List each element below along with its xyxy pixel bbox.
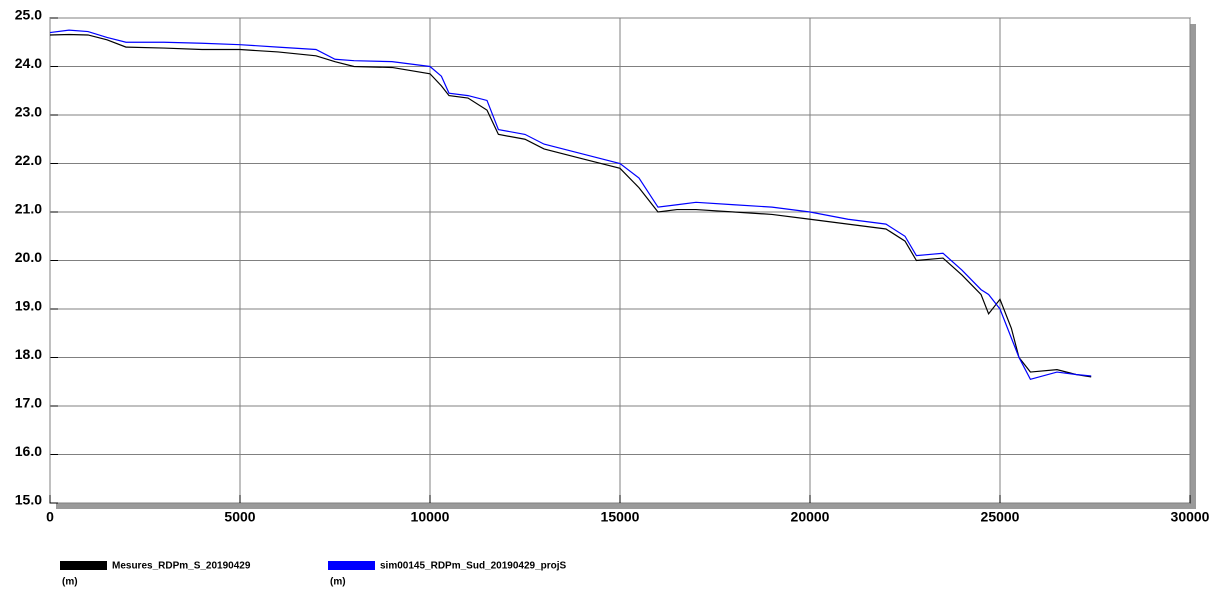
y-tick-label: 18.0 — [15, 346, 42, 362]
series-line — [49, 33, 1092, 378]
y-tick-label: 20.0 — [15, 249, 42, 265]
legend-swatch — [328, 561, 375, 570]
x-tick-label: 10000 — [411, 509, 450, 525]
y-tick-label: 22.0 — [15, 152, 42, 168]
x-tick-label: 25000 — [981, 509, 1020, 525]
y-tick-label: 15.0 — [15, 492, 42, 508]
y-tick-label: 23.0 — [15, 104, 42, 120]
x-tick-label: 15000 — [601, 509, 640, 525]
y-tick-label: 19.0 — [15, 298, 42, 314]
legend-swatch — [60, 561, 107, 570]
y-tick-label: 25.0 — [15, 7, 42, 23]
y-tick-label: 24.0 — [15, 55, 42, 71]
x-tick-label: 0 — [46, 509, 54, 525]
y-tick-label: 17.0 — [15, 395, 42, 411]
series-line — [49, 29, 1092, 381]
legend-label: Mesures_RDPm_S_20190429 — [112, 561, 251, 572]
legend-unit: (m) — [330, 577, 346, 588]
y-tick-label: 16.0 — [15, 443, 42, 459]
x-tick-label: 5000 — [224, 509, 255, 525]
x-tick-label: 20000 — [791, 509, 830, 525]
legend-label: sim00145_RDPm_Sud_20190429_projS — [380, 561, 567, 572]
y-tick-label: 21.0 — [15, 201, 42, 217]
legend-unit: (m) — [62, 577, 78, 588]
x-tick-label: 30000 — [1171, 509, 1210, 525]
